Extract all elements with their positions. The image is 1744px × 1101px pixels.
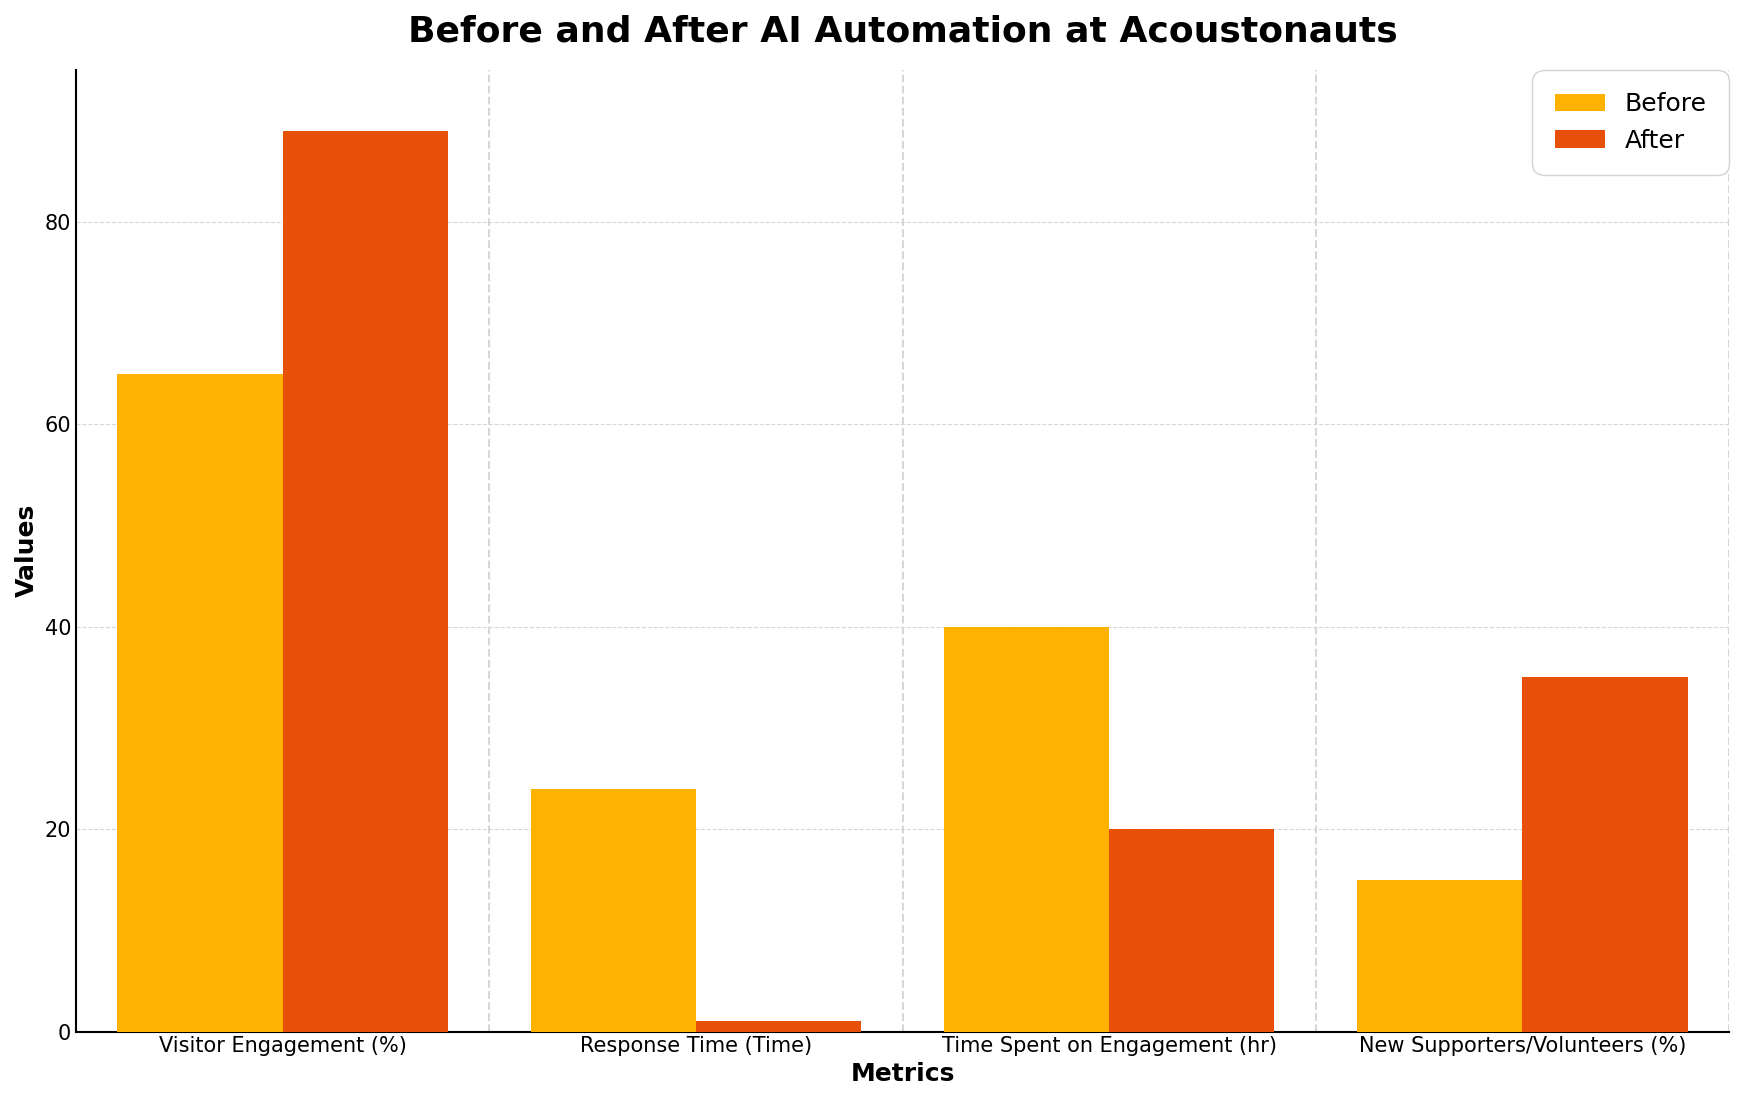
Legend: Before, After: Before, After (1545, 83, 1716, 163)
Bar (530, 788, 696, 1032)
Title: Before and After AI Automation at Acoustonauts: Before and After AI Automation at Acoust… (408, 15, 1397, 50)
Bar (1523, 677, 1688, 1032)
Bar (283, 131, 448, 1032)
Bar (696, 1022, 862, 1032)
X-axis label: Metrics: Metrics (851, 1062, 954, 1086)
Bar (1109, 829, 1275, 1032)
Y-axis label: Values: Values (16, 504, 38, 598)
Bar (944, 626, 1109, 1032)
Bar (1357, 880, 1523, 1032)
Bar (117, 373, 283, 1032)
